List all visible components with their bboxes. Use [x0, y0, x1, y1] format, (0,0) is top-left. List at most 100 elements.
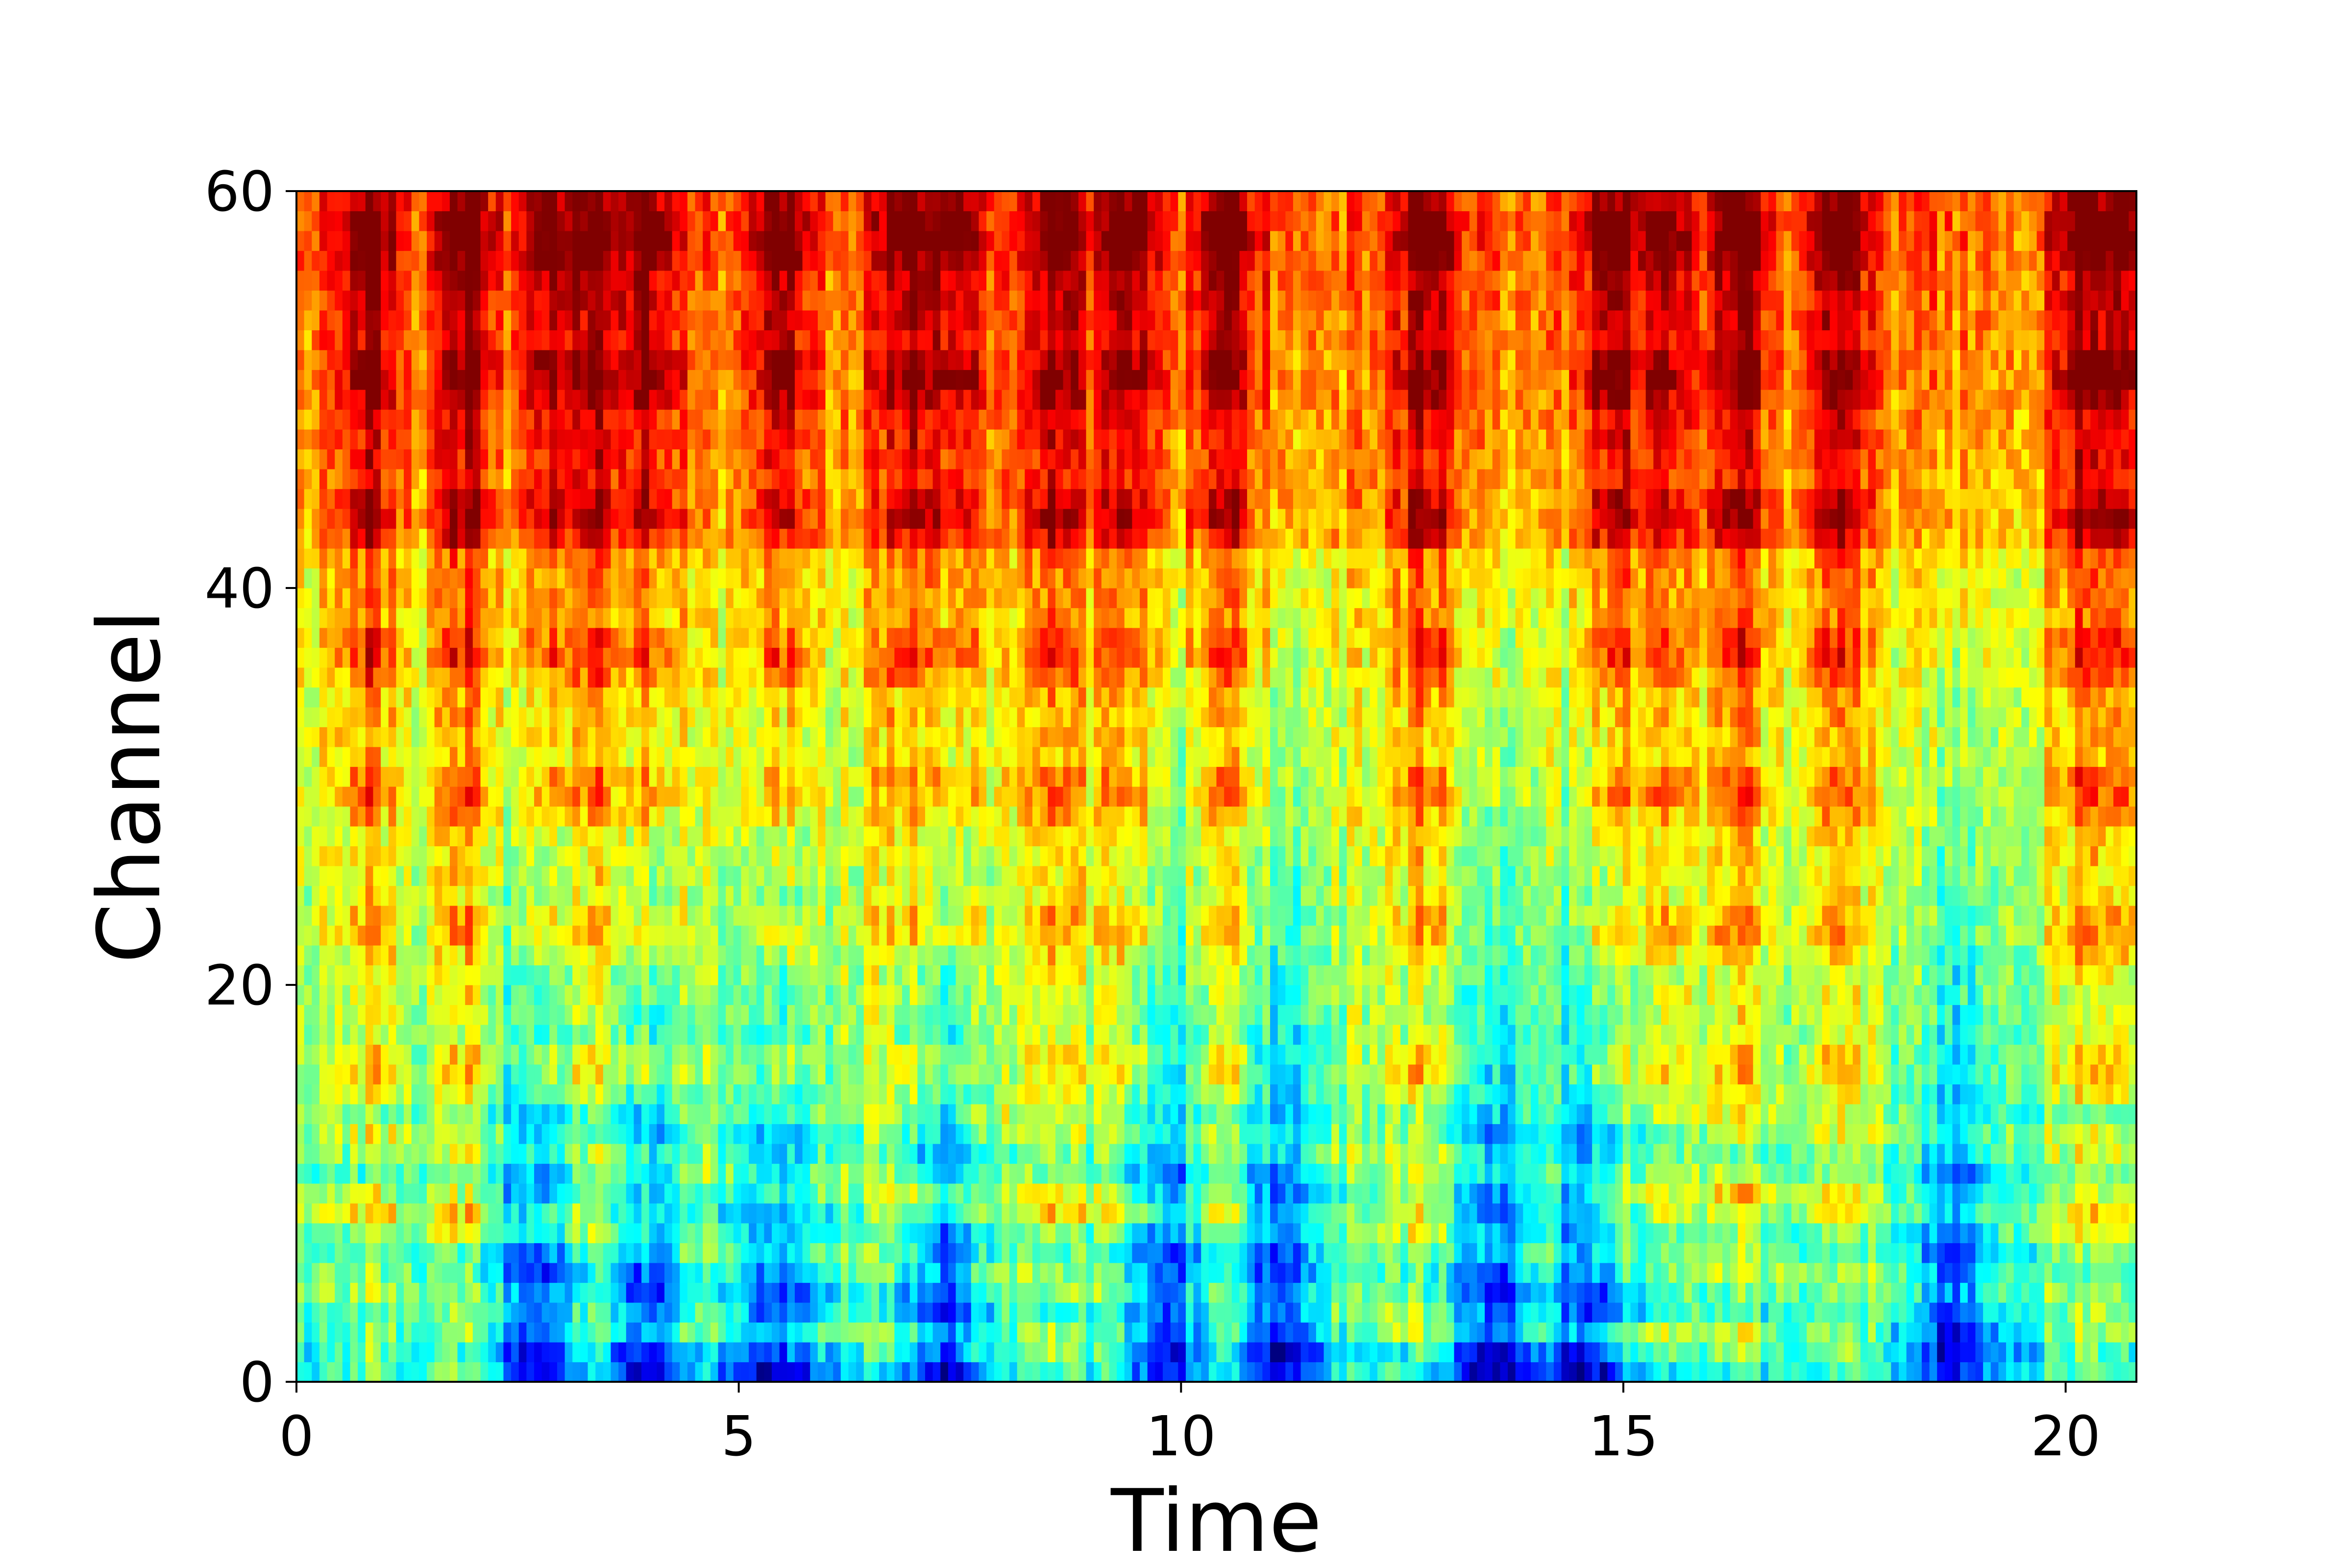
- heatmap-cell: [848, 509, 857, 529]
- heatmap-cell: [388, 647, 396, 668]
- heatmap-cell: [388, 885, 396, 906]
- heatmap-cell: [465, 1263, 473, 1283]
- heatmap-cell: [749, 1302, 757, 1323]
- heatmap-cell: [327, 1322, 335, 1343]
- heatmap-cell: [871, 1223, 880, 1244]
- heatmap-cell: [710, 906, 719, 926]
- heatmap-cell: [794, 1163, 803, 1184]
- heatmap-cell: [511, 1183, 519, 1204]
- heatmap-cell: [902, 270, 910, 291]
- heatmap-cell: [564, 846, 573, 866]
- heatmap-cell: [358, 866, 366, 886]
- heatmap-cell: [856, 1144, 864, 1164]
- heatmap-cell: [802, 1223, 810, 1244]
- heatmap-cell: [342, 885, 351, 906]
- heatmap-cell: [488, 866, 496, 886]
- heatmap-cell: [848, 1282, 857, 1303]
- heatmap-cell: [726, 885, 734, 906]
- heatmap-cell: [618, 528, 627, 549]
- heatmap-cell: [572, 1084, 581, 1104]
- heatmap-cell: [442, 409, 450, 430]
- heatmap-cell: [840, 1362, 849, 1382]
- heatmap-cell: [411, 390, 419, 410]
- heatmap-cell: [518, 270, 527, 291]
- heatmap-cell: [672, 906, 680, 926]
- heatmap-cell: [879, 866, 887, 886]
- heatmap-cell: [894, 1243, 903, 1263]
- heatmap-cell: [710, 390, 719, 410]
- heatmap-cell: [741, 409, 749, 430]
- heatmap-cell: [618, 1322, 627, 1343]
- heatmap-cell: [572, 548, 581, 569]
- heatmap-cell: [825, 687, 833, 708]
- heatmap-cell: [580, 1025, 588, 1045]
- heatmap-cell: [825, 906, 833, 926]
- heatmap-cell: [756, 1064, 764, 1085]
- heatmap-cell: [404, 1322, 412, 1343]
- heatmap-cell: [634, 1322, 642, 1343]
- heatmap-cell: [794, 509, 803, 529]
- heatmap-cell: [449, 727, 458, 747]
- heatmap-cell: [426, 766, 435, 787]
- heatmap-cell: [741, 1004, 749, 1025]
- heatmap-cell: [312, 906, 320, 926]
- heatmap-cell: [909, 945, 918, 966]
- heatmap-cell: [680, 588, 688, 609]
- heatmap-cell: [526, 925, 535, 946]
- heatmap-cell: [335, 866, 343, 886]
- heatmap-cell: [580, 469, 588, 490]
- heatmap-cell: [404, 1025, 412, 1045]
- heatmap-cell: [350, 647, 358, 668]
- heatmap-cell: [396, 449, 404, 469]
- heatmap-cell: [703, 429, 711, 450]
- heatmap-cell: [442, 628, 450, 648]
- heatmap-cell: [388, 1025, 396, 1045]
- heatmap-cell: [388, 250, 396, 271]
- heatmap-cell: [541, 330, 550, 350]
- heatmap-cell: [503, 211, 512, 231]
- heatmap-cell: [779, 945, 787, 966]
- heatmap-cell: [603, 985, 612, 1005]
- heatmap-cell: [879, 1223, 887, 1244]
- heatmap-cell: [595, 1263, 604, 1283]
- heatmap-cell: [335, 667, 343, 688]
- heatmap-cell: [312, 330, 320, 350]
- heatmap-cell: [925, 925, 933, 946]
- heatmap-cell: [541, 588, 550, 609]
- heatmap-cell: [350, 1025, 358, 1045]
- heatmap-cell: [779, 806, 787, 827]
- heatmap-cell: [503, 1104, 512, 1125]
- heatmap-cell: [817, 350, 826, 370]
- heatmap-cell: [703, 1064, 711, 1085]
- heatmap-cell: [526, 727, 535, 747]
- heatmap-cell: [695, 1302, 703, 1323]
- heatmap-cell: [772, 826, 780, 847]
- heatmap-cell: [925, 826, 933, 847]
- heatmap-cell: [687, 489, 696, 509]
- heatmap-cell: [925, 1243, 933, 1263]
- heatmap-cell: [764, 885, 772, 906]
- heatmap-cell: [549, 509, 558, 529]
- heatmap-cell: [495, 528, 504, 549]
- heatmap-cell: [894, 1302, 903, 1323]
- heatmap-cell: [312, 528, 320, 549]
- heatmap-cell: [741, 369, 749, 390]
- heatmap-cell: [626, 1243, 635, 1263]
- heatmap-cell: [695, 1203, 703, 1224]
- heatmap-cell: [557, 390, 565, 410]
- heatmap-cell: [595, 1203, 604, 1224]
- heatmap-cell: [909, 588, 918, 609]
- heatmap-cell: [741, 1362, 749, 1382]
- heatmap-cell: [733, 489, 742, 509]
- heatmap-cell: [312, 409, 320, 430]
- heatmap-cell: [925, 290, 933, 311]
- heatmap-cell: [457, 509, 466, 529]
- heatmap-cell: [419, 608, 427, 628]
- heatmap-cell: [817, 1243, 826, 1263]
- heatmap-cell: [871, 906, 880, 926]
- heatmap-cell: [879, 528, 887, 549]
- heatmap-cell: [365, 290, 374, 311]
- heatmap-cell: [840, 1124, 849, 1144]
- heatmap-cell: [917, 667, 926, 688]
- heatmap-cell: [434, 647, 442, 668]
